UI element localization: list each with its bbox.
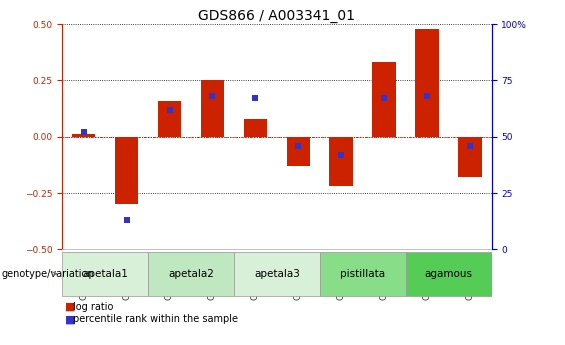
Bar xyxy=(415,29,439,137)
Bar xyxy=(72,135,95,137)
Bar xyxy=(329,137,353,186)
Text: apetala1: apetala1 xyxy=(82,269,128,279)
Bar xyxy=(406,252,492,296)
Bar xyxy=(244,119,267,137)
Text: ■: ■ xyxy=(65,314,76,324)
Bar xyxy=(320,252,406,296)
Text: pistillata: pistillata xyxy=(340,269,385,279)
Text: log ratio: log ratio xyxy=(73,302,114,312)
Bar xyxy=(158,101,181,137)
Title: GDS866 / A003341_01: GDS866 / A003341_01 xyxy=(198,9,355,23)
Bar xyxy=(286,137,310,166)
Bar xyxy=(201,80,224,137)
Bar xyxy=(234,252,320,296)
Bar xyxy=(148,252,234,296)
Text: genotype/variation: genotype/variation xyxy=(1,269,94,279)
Text: agamous: agamous xyxy=(425,269,472,279)
Bar xyxy=(62,252,148,296)
Bar xyxy=(115,137,138,204)
Text: apetala3: apetala3 xyxy=(254,269,300,279)
Text: apetala2: apetala2 xyxy=(168,269,214,279)
Text: ■: ■ xyxy=(65,302,76,312)
Text: percentile rank within the sample: percentile rank within the sample xyxy=(73,314,238,324)
Bar xyxy=(372,62,396,137)
Bar xyxy=(458,137,482,177)
